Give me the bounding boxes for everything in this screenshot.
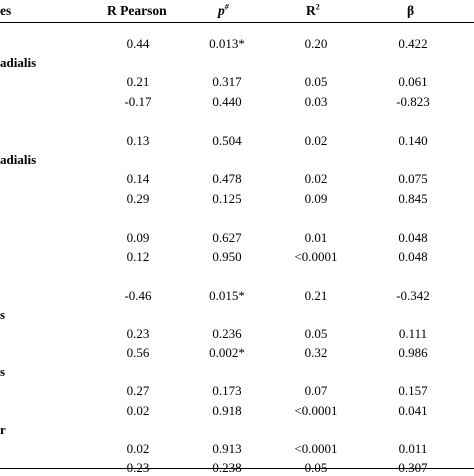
table-row: adialis <box>0 55 474 71</box>
row-label: adialis <box>0 152 37 167</box>
beta-cell: 0.111 <box>398 326 428 341</box>
r-pearson-cell: 0.29 <box>126 191 150 206</box>
table-row: s <box>0 364 474 380</box>
p-value-cell: 0.918 <box>212 403 242 418</box>
beta-cell: 0.845 <box>398 191 428 206</box>
table-row: r <box>0 422 474 438</box>
table-row: adialis <box>0 152 474 168</box>
p-value-cell: 0.002* <box>209 345 245 360</box>
table-row: 0.12 0.950 <0.0001 0.048 <box>0 249 474 265</box>
r-squared-cell: 0.21 <box>304 288 328 303</box>
r-squared-cell: <0.0001 <box>294 441 338 456</box>
r-squared-cell: 0.02 <box>304 171 328 186</box>
beta-cell: 0.041 <box>398 403 428 418</box>
header-p-superscript: # <box>224 2 229 12</box>
beta-cell: 0.157 <box>398 383 428 398</box>
r-pearson-cell: -0.46 <box>124 288 152 303</box>
p-value-cell: 0.238 <box>212 460 242 475</box>
r-squared-cell: 0.05 <box>304 74 328 89</box>
r-squared-cell: 0.20 <box>304 36 328 51</box>
beta-cell: 0.140 <box>398 133 428 148</box>
r-squared-cell: 0.32 <box>304 345 328 360</box>
r-pearson-cell: 0.02 <box>126 441 150 456</box>
r-pearson-cell: 0.21 <box>126 74 150 89</box>
beta-cell: -0.342 <box>396 288 430 303</box>
p-value-cell: 0.015* <box>209 288 245 303</box>
p-value-cell: 0.125 <box>212 191 242 206</box>
r-squared-cell: 0.07 <box>304 383 328 398</box>
r-pearson-cell: 0.12 <box>126 249 150 264</box>
p-value-cell: 0.317 <box>212 74 242 89</box>
r-pearson-cell: -0.17 <box>124 94 152 109</box>
table-row: 0.02 0.913 <0.0001 0.011 <box>0 441 474 457</box>
r-pearson-cell: 0.13 <box>126 133 150 148</box>
table-row: 0.23 0.236 0.05 0.111 <box>0 326 474 342</box>
r-squared-cell: 0.09 <box>304 191 328 206</box>
r-squared-cell: <0.0001 <box>294 403 338 418</box>
r-pearson-cell: 0.56 <box>126 345 150 360</box>
header-r-pearson: R Pearson <box>107 3 167 18</box>
r-pearson-cell: 0.23 <box>126 460 150 475</box>
r-squared-cell: 0.03 <box>304 94 328 109</box>
header-beta: β <box>407 3 415 18</box>
p-value-cell: 0.478 <box>212 171 242 186</box>
r-pearson-cell: 0.44 <box>126 36 150 51</box>
row-label: s <box>0 364 6 379</box>
beta-cell: 0.061 <box>398 74 428 89</box>
p-value-cell: 0.504 <box>212 133 242 148</box>
r-pearson-cell: 0.23 <box>126 326 150 341</box>
table-row: 0.44 0.013* 0.20 0.422 <box>0 36 474 52</box>
r-pearson-cell: 0.09 <box>126 230 150 245</box>
beta-cell: -0.823 <box>396 94 430 109</box>
header-r2-letter: R <box>306 3 316 18</box>
beta-cell: 0.011 <box>398 441 428 456</box>
r-squared-cell: 0.02 <box>304 133 328 148</box>
beta-cell: 0.422 <box>398 36 428 51</box>
r-squared-cell: <0.0001 <box>294 249 338 264</box>
r-pearson-cell: 0.27 <box>126 383 150 398</box>
table-row: s <box>0 307 474 323</box>
table-row: 0.23 0.238 0.05 0.307 <box>0 460 474 476</box>
table-row: -0.46 0.015* 0.21 -0.342 <box>0 288 474 304</box>
beta-cell: 0.986 <box>398 345 428 360</box>
table-row: 0.56 0.002* 0.32 0.986 <box>0 345 474 361</box>
table-row: 0.27 0.173 0.07 0.157 <box>0 383 474 399</box>
p-value-cell: 0.913 <box>212 441 242 456</box>
p-value-cell: 0.236 <box>212 326 242 341</box>
r-squared-cell: 0.01 <box>304 230 328 245</box>
table-row: 0.13 0.504 0.02 0.140 <box>0 133 474 149</box>
p-value-cell: 0.013* <box>209 36 245 51</box>
header-variables: es <box>0 3 12 18</box>
bottom-rule <box>0 468 474 469</box>
header-r-squared: R2 <box>306 3 320 19</box>
table-row: 0.21 0.317 0.05 0.061 <box>0 74 474 90</box>
row-label: adialis <box>0 55 37 70</box>
table-row: 0.29 0.125 0.09 0.845 <box>0 191 474 207</box>
beta-cell: 0.075 <box>398 171 428 186</box>
p-value-cell: 0.173 <box>212 383 242 398</box>
p-value-cell: 0.440 <box>212 94 242 109</box>
header-rule <box>0 22 474 23</box>
r-pearson-cell: 0.02 <box>126 403 150 418</box>
r-pearson-cell: 0.14 <box>126 171 150 186</box>
beta-cell: 0.048 <box>398 230 428 245</box>
table-row: 0.02 0.918 <0.0001 0.041 <box>0 403 474 419</box>
row-label: s <box>0 307 6 322</box>
r-squared-cell: 0.05 <box>304 460 328 475</box>
beta-cell: 0.307 <box>398 460 428 475</box>
header-p-value: p# <box>218 3 229 19</box>
table-row: 0.14 0.478 0.02 0.075 <box>0 171 474 187</box>
header-r2-superscript: 2 <box>315 2 320 12</box>
p-value-cell: 0.627 <box>212 230 242 245</box>
row-label: r <box>0 422 6 437</box>
r-squared-cell: 0.05 <box>304 326 328 341</box>
p-value-cell: 0.950 <box>212 249 242 264</box>
table-row: 0.09 0.627 0.01 0.048 <box>0 230 474 246</box>
header-p-letter: p <box>218 3 225 18</box>
beta-cell: 0.048 <box>398 249 428 264</box>
table-row: -0.17 0.440 0.03 -0.823 <box>0 94 474 110</box>
